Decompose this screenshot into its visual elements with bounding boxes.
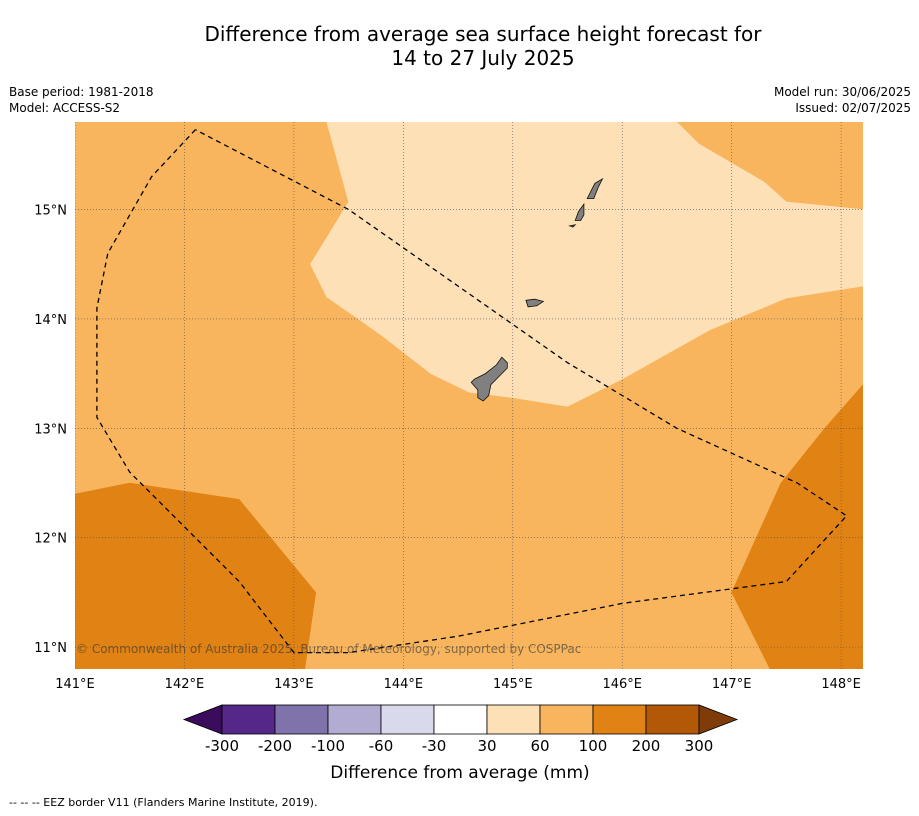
eez-legend-note: -- -- -- EEZ border V11 (Flanders Marine… [9, 796, 318, 809]
colorbar-segment [380, 704, 435, 735]
longitude-tick-label: 145°E [493, 677, 533, 692]
longitude-tick-label: 141°E [55, 677, 95, 692]
island-guam [470, 356, 508, 402]
colorbar-tick-label: 100 [579, 737, 608, 755]
contour-30-60 [310, 122, 863, 407]
colorbar-unit-label: Difference from average (mm) [330, 763, 589, 783]
latitude-labels: 15°N 14°N 13°N 12°N 11°N [34, 204, 67, 657]
island-aguijan [568, 224, 577, 228]
latitude-tick-label: 15°N [34, 204, 67, 219]
contour-100-200-east [731, 384, 863, 669]
colorbar-segment [486, 704, 541, 735]
issued-text: Issued: 02/07/2025 [795, 101, 911, 115]
eez-border-line [96, 129, 848, 654]
model-text: Model: ACCESS-S2 [9, 101, 121, 115]
longitude-labels: 141°E 142°E 143°E 144°E 145°E 146°E 147°E 148°E [55, 677, 861, 692]
contour-layer [75, 122, 863, 669]
colorbar-segment [539, 704, 594, 735]
island-rota [525, 298, 545, 308]
metadata-left: Base period: 1981-2018 Model: ACCESS-S2 [9, 84, 154, 116]
land-layer [470, 177, 604, 402]
colorbar-segment [221, 704, 276, 735]
metadata-right: Model run: 30/06/2025 Issued: 02/07/2025 [774, 84, 911, 116]
colorbar-tick-label: -100 [311, 737, 345, 755]
latitude-tick-label: 13°N [34, 422, 67, 437]
colorbar-tick-label: 300 [685, 737, 714, 755]
title-line-1: Difference from average sea surface heig… [204, 22, 762, 46]
longitude-tick-label: 147°E [712, 677, 752, 692]
longitude-tick-label: 144°E [384, 677, 424, 692]
longitude-tick-label: 148°E [821, 677, 861, 692]
colorbar-tick-label: 30 [477, 737, 496, 755]
island-tinian [574, 202, 585, 221]
copyright-text: © Commonwealth of Australia 2025, Bureau… [76, 642, 581, 656]
colorbar-segment [433, 704, 488, 735]
model-run-text: Model run: 30/06/2025 [773, 85, 911, 99]
eez-border-layer [96, 129, 848, 654]
colorbar-extend-low [182, 704, 223, 735]
colorbar-tick-label: -300 [205, 737, 239, 755]
longitude-tick-label: 143°E [274, 677, 314, 692]
colorbar-tick-labels: -300 -200 -100 -60 -30 30 60 100 200 300 [205, 737, 713, 755]
colorbar-extend-high [698, 704, 739, 735]
latitude-tick-label: 14°N [34, 313, 67, 328]
colorbar-segment [274, 704, 329, 735]
colorbar [182, 704, 739, 735]
longitude-tick-label: 142°E [165, 677, 205, 692]
title-line-2: 14 to 27 July 2025 [391, 46, 575, 70]
map-title: Difference from average sea surface heig… [0, 22, 919, 70]
colorbar-tick-label: -30 [422, 737, 447, 755]
colorbar-segment [645, 704, 700, 735]
base-period-text: Base period: 1981-2018 [9, 85, 154, 99]
latitude-tick-label: 12°N [34, 532, 67, 547]
colorbar-tick-label: -60 [369, 737, 394, 755]
colorbar-segment [592, 704, 647, 735]
longitude-tick-label: 146°E [602, 677, 642, 692]
latitude-tick-label: 11°N [34, 641, 67, 656]
graticule [75, 122, 863, 669]
colorbar-tick-label: 60 [530, 737, 549, 755]
colorbar-tick-label: -200 [258, 737, 292, 755]
contour-100-200-southwest [75, 482, 317, 669]
colorbar-segment [327, 704, 382, 735]
colorbar-tick-label: 200 [632, 737, 661, 755]
island-saipan [586, 177, 604, 200]
